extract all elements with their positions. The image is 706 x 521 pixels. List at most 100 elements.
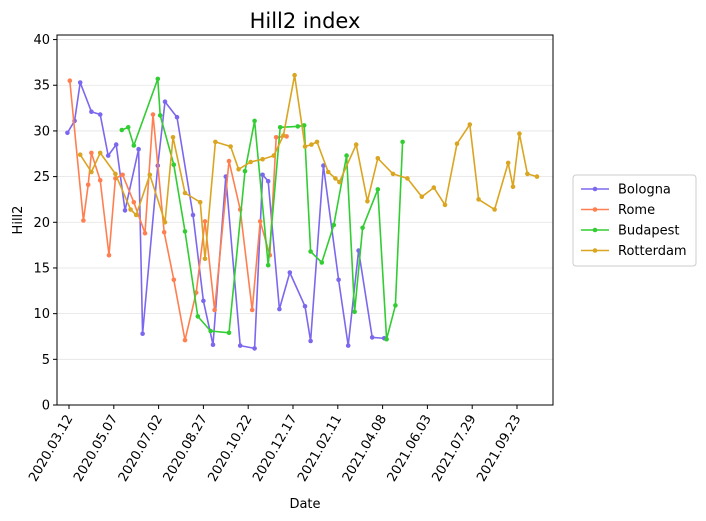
data-point [333,176,338,181]
data-point [365,199,370,204]
data-point [476,197,481,202]
data-point [242,168,248,174]
data-point [393,303,398,308]
data-point [140,331,145,337]
data-point [454,141,460,146]
data-point [228,144,233,149]
data-point [353,142,359,147]
y-axis: 0 5 10 15 20 25 30 35 40 [33,33,57,414]
data-point [517,131,522,136]
data-point [442,202,448,208]
data-point [89,109,94,114]
data-point [308,249,313,254]
data-point [89,150,94,156]
data-point [431,185,437,190]
data-point [67,78,73,83]
series-rome [67,78,289,343]
data-point [252,118,257,124]
data-point [210,342,216,348]
data-point [375,156,381,161]
data-point [281,133,286,138]
data-point [287,270,293,275]
plot-series [65,72,540,351]
data-point [201,298,206,304]
data-point [360,225,365,231]
data-point [337,179,342,185]
chart-title: Hill2 index [250,9,361,33]
legend-label: Budapest [618,224,680,239]
data-point [171,277,177,283]
y-tick-label: 15 [33,261,50,276]
data-point [202,219,208,224]
data-point [302,144,308,149]
data-point [319,260,325,265]
data-point [467,122,473,127]
data-point [292,72,297,78]
data-point [131,199,137,205]
data-point [301,123,307,128]
legend-marker [592,227,598,233]
series-rotterdam [77,72,540,262]
data-point [162,220,168,225]
data-point [85,182,91,188]
data-point [155,76,161,82]
y-tick-label: 0 [42,399,50,414]
data-point [331,222,337,228]
data-point [174,114,180,120]
data-point [97,178,103,183]
data-point [390,171,396,177]
data-point [89,169,94,175]
data-point [260,172,265,178]
data-point [170,135,176,140]
data-point [375,187,381,192]
data-point [345,343,351,348]
data-point [212,307,217,313]
data-point [197,199,203,205]
data-point [113,171,118,177]
data-point [273,135,279,140]
data-point [131,143,137,148]
data-point [147,172,153,178]
data-point [309,142,314,147]
data-point [77,152,83,157]
data-point [400,139,405,145]
y-tick-label: 40 [33,33,50,48]
data-point [352,309,357,315]
data-point [325,169,331,175]
y-tick-label: 35 [33,79,50,94]
data-point [237,343,243,348]
data-point [336,277,341,283]
data-point [182,337,188,343]
data-point [97,112,103,117]
data-point [265,262,271,268]
data-point [384,336,389,342]
data-point [136,146,141,152]
data-point [257,219,263,224]
data-point [510,184,516,189]
data-point [271,153,277,158]
data-point [314,139,320,145]
legend-label: Rotterdam [618,244,687,259]
data-point [344,153,349,158]
x-axis-label: Date [289,497,320,512]
data-point [161,230,167,235]
data-point [120,172,125,178]
data-point [226,330,232,336]
data-point [248,159,253,165]
data-point [308,338,313,344]
data-point [405,176,410,181]
data-point [252,346,257,351]
legend-marker [592,207,598,212]
series-bologna [65,80,387,351]
y-tick-label: 10 [33,307,50,322]
plot-frame [56,34,554,406]
data-point [182,190,188,196]
data-point [119,127,125,133]
data-point [295,124,301,129]
data-point [77,80,83,85]
data-point [534,174,540,179]
data-point [302,304,308,309]
data-point [492,207,497,212]
data-point [171,162,177,167]
